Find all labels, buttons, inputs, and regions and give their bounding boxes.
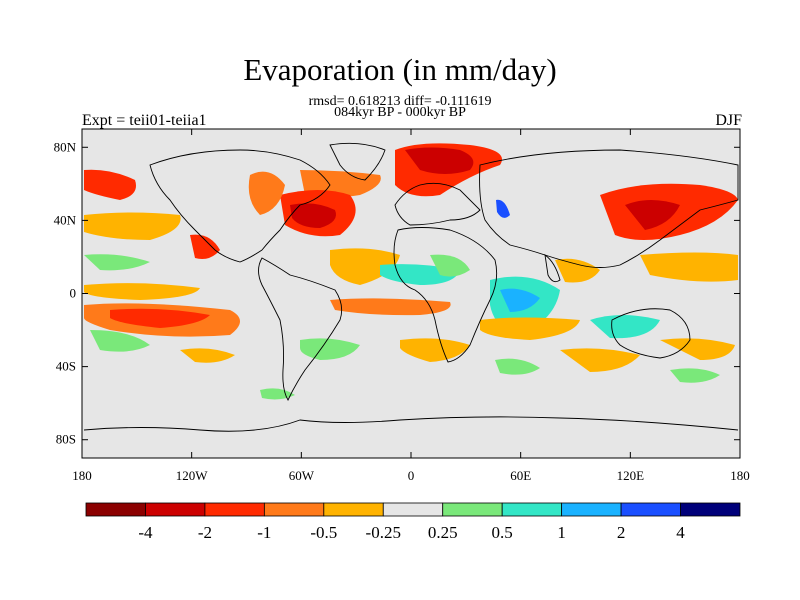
map-title: Evaporation (in mm/day) bbox=[243, 52, 557, 87]
colorbar-label: -4 bbox=[138, 523, 153, 542]
lon-tick-label: 120E bbox=[617, 468, 645, 483]
anomaly-patch bbox=[640, 252, 738, 282]
lat-tick-label: 0 bbox=[70, 286, 77, 301]
colorbar-label: 4 bbox=[676, 523, 685, 542]
coastline-greenland bbox=[329, 142, 386, 181]
anomaly-patch bbox=[300, 338, 360, 360]
anomaly-patch bbox=[625, 200, 680, 230]
colorbar-label: 0.5 bbox=[492, 523, 513, 542]
coastline-europe bbox=[394, 182, 481, 226]
colorbar-swatch bbox=[382, 502, 444, 517]
axis-ticks: 180 120W 60W 0 60E 120E 180 80N 40N 0 40S 80S bbox=[54, 129, 750, 483]
coastline-north-america bbox=[149, 149, 331, 263]
anomaly-patch bbox=[90, 330, 150, 352]
coastline-india bbox=[544, 254, 561, 283]
lon-tick-label: 60E bbox=[510, 468, 531, 483]
coastline-antarctica bbox=[83, 416, 739, 432]
colorbar-label: -0.25 bbox=[366, 523, 401, 542]
lat-tick-label: 40S bbox=[56, 359, 76, 374]
anomaly-patch bbox=[84, 212, 181, 240]
anomaly-patch bbox=[84, 283, 200, 300]
colorbar-label: -1 bbox=[257, 523, 271, 542]
colorbar-label: -0.5 bbox=[310, 523, 337, 542]
season-label: DJF bbox=[715, 112, 742, 129]
experiment-label: Expt = teii01-teiia1 bbox=[82, 112, 207, 129]
colorbar-label: 1 bbox=[557, 523, 566, 542]
anomaly-patch bbox=[190, 234, 220, 259]
coastlines bbox=[83, 142, 739, 432]
lat-tick-label: 80S bbox=[56, 432, 76, 447]
colorbar-swatch bbox=[620, 502, 681, 517]
anomaly-patch bbox=[430, 254, 470, 277]
anomaly-patch bbox=[330, 248, 400, 285]
colorbar-swatch bbox=[323, 502, 384, 517]
anomaly-patch bbox=[400, 338, 470, 362]
anomaly-patch bbox=[84, 254, 150, 271]
lon-tick-label: 0 bbox=[408, 468, 415, 483]
colorbar-swatch bbox=[501, 502, 563, 517]
anomaly-patch bbox=[330, 298, 451, 316]
anomaly-fields bbox=[84, 143, 738, 400]
colorbar-swatch bbox=[442, 502, 503, 517]
lon-tick-label: 180 bbox=[730, 468, 750, 483]
anomaly-patch bbox=[500, 288, 540, 312]
colorbar-swatch bbox=[145, 502, 206, 517]
colorbar-swatch bbox=[263, 502, 325, 517]
anomaly-patch bbox=[84, 169, 136, 200]
colorbar-swatch bbox=[85, 502, 146, 517]
colorbar-swatch bbox=[680, 502, 741, 517]
lon-tick-label: 120W bbox=[176, 468, 209, 483]
period-subtitle: 084kyr BP - 000kyr BP bbox=[334, 105, 466, 120]
anomaly-patch bbox=[555, 258, 600, 283]
anomaly-patch bbox=[405, 147, 474, 174]
anomaly-patch bbox=[290, 203, 336, 228]
lon-tick-label: 60W bbox=[289, 468, 315, 483]
anomaly-patch bbox=[480, 317, 580, 340]
lat-tick-label: 40N bbox=[54, 212, 77, 227]
colorbar-label: 2 bbox=[617, 523, 626, 542]
colorbar-swatch bbox=[204, 502, 265, 517]
coastline-south-america bbox=[258, 257, 343, 401]
anomaly-patch bbox=[495, 358, 540, 375]
map-plot-area bbox=[82, 129, 740, 458]
coastline-africa bbox=[393, 227, 498, 363]
colorbar: -4 -2 -1 -0.5 -0.25 0.25 0.5 1 2 4 bbox=[85, 502, 741, 542]
coastline-asia bbox=[479, 149, 739, 268]
colorbar-swatch bbox=[561, 502, 622, 517]
colorbar-label: -2 bbox=[198, 523, 212, 542]
anomaly-patch bbox=[670, 368, 720, 383]
stats-subtitle: rmsd= 0.618213 diff= -0.111619 bbox=[308, 94, 492, 109]
colorbar-label: 0.25 bbox=[428, 523, 458, 542]
anomaly-patch bbox=[590, 315, 660, 339]
anomaly-patch bbox=[110, 308, 210, 328]
coastline-australia bbox=[611, 308, 691, 359]
anomaly-patch bbox=[560, 348, 640, 372]
anomaly-patch bbox=[180, 348, 235, 363]
lon-tick-label: 180 bbox=[72, 468, 92, 483]
lat-tick-label: 80N bbox=[54, 139, 77, 154]
anomaly-patch bbox=[248, 171, 285, 215]
anomaly-patch bbox=[660, 338, 735, 360]
anomaly-patch bbox=[496, 199, 510, 218]
